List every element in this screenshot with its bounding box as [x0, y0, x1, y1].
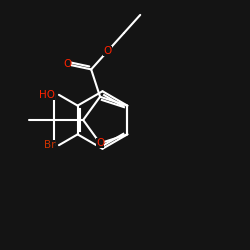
Text: O: O — [104, 46, 112, 56]
Text: O: O — [96, 138, 104, 148]
Text: HO: HO — [39, 90, 55, 100]
Text: O: O — [63, 59, 72, 69]
Text: Br: Br — [44, 140, 55, 150]
